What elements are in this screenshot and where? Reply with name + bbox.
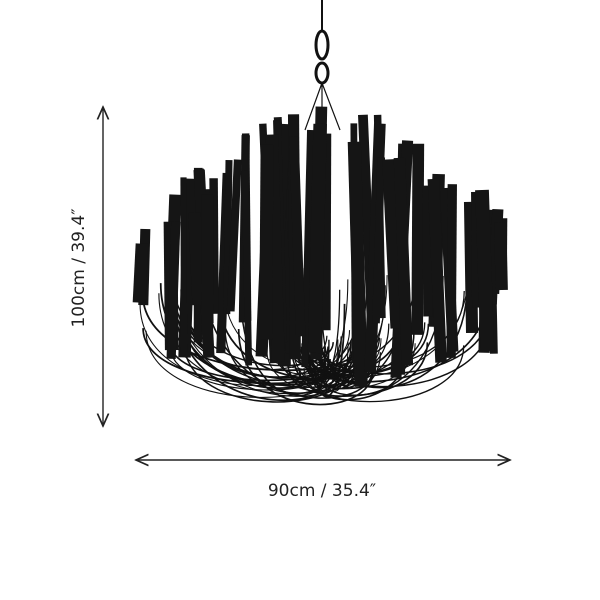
- strip: [188, 212, 205, 306]
- strip: [289, 136, 306, 337]
- chain-link: [314, 29, 330, 61]
- strip: [372, 157, 386, 324]
- strip: [393, 157, 414, 366]
- strip: [132, 243, 149, 303]
- strip: [201, 194, 214, 324]
- strand: [139, 303, 351, 387]
- strip: [475, 189, 495, 352]
- strip: [259, 144, 274, 340]
- strip: [427, 178, 447, 363]
- strip: [241, 170, 253, 366]
- strip: [347, 141, 368, 387]
- height-label: 100cm / 39.4″: [69, 208, 89, 327]
- width-label: 90cm / 35.4″: [268, 481, 376, 501]
- strip: [382, 159, 403, 329]
- strip: [226, 159, 242, 312]
- strip: [307, 123, 327, 354]
- chain-link: [314, 61, 330, 85]
- strand: [183, 340, 363, 403]
- strip: [180, 177, 188, 353]
- strip: [166, 221, 181, 359]
- strip: [446, 184, 457, 358]
- strand: [145, 330, 349, 398]
- chandelier: [132, 0, 508, 406]
- strip: [411, 143, 425, 335]
- strip: [494, 222, 508, 291]
